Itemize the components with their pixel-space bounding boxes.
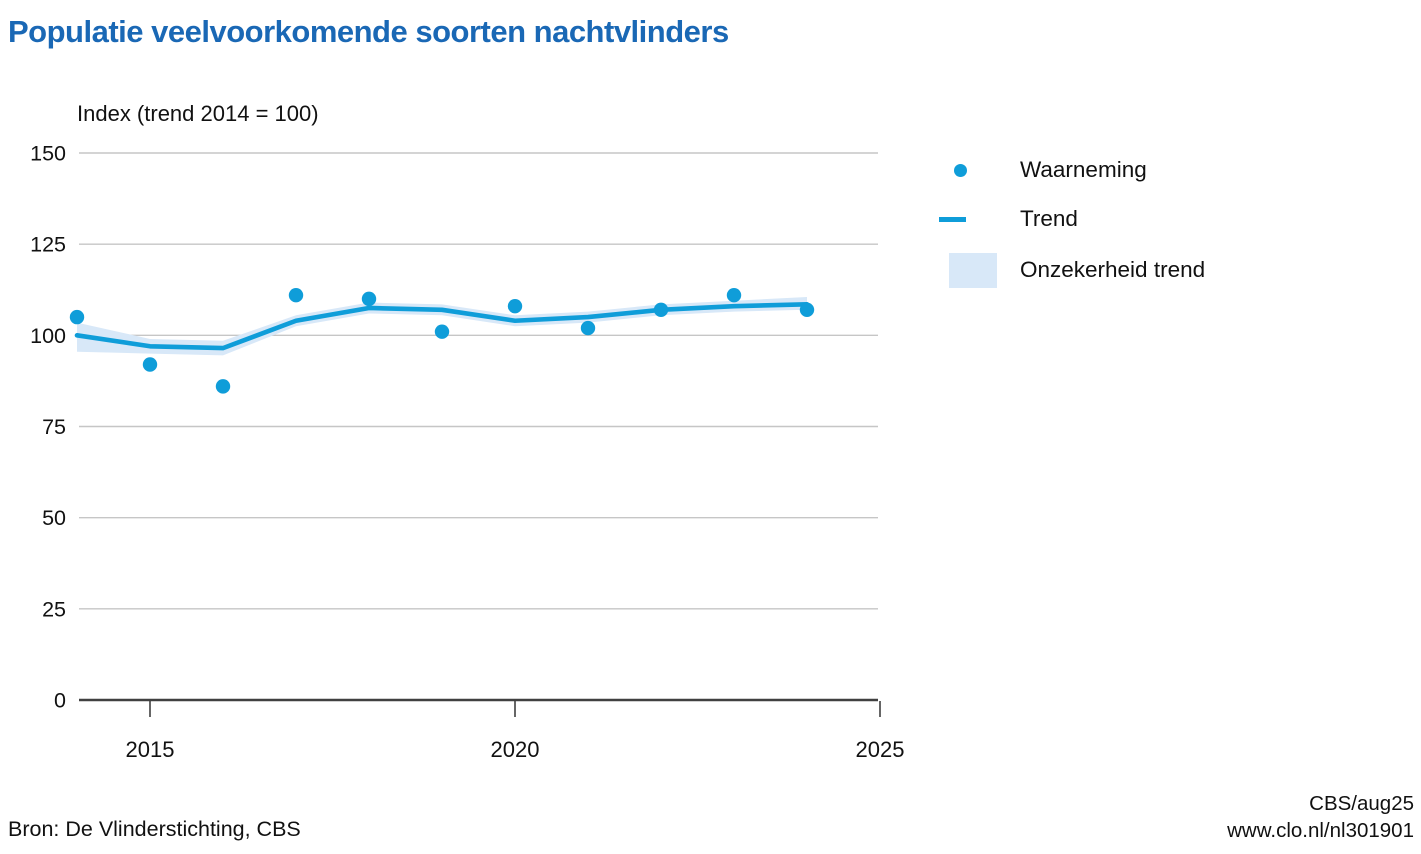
observation-dot	[653, 302, 669, 318]
observation-dot	[434, 324, 450, 339]
trend-line	[74, 302, 810, 351]
y-tick-label: 50	[42, 506, 66, 530]
observation-dot	[142, 357, 158, 372]
x-tick-label: 2025	[856, 737, 905, 762]
observation-dots	[69, 288, 815, 394]
x-axis-ticks	[149, 701, 881, 717]
credit-block: CBS/aug25 www.clo.nl/nl301901	[1227, 790, 1414, 844]
band-swatch-icon	[949, 252, 997, 288]
observation-dot	[726, 288, 742, 303]
legend-item-onzekerheid: Onzekerheid trend	[935, 250, 1205, 290]
legend-label-waarneming: Waarneming	[1020, 157, 1147, 182]
legend-label-trend: Trend	[1020, 206, 1078, 231]
plot-area: 0 25 50 75 100 125 150 2015 2020 2025	[30, 142, 905, 763]
y-tick-label: 125	[30, 233, 66, 257]
credit-note: CBS/aug25	[1309, 792, 1414, 815]
y-tick-label: 100	[30, 324, 66, 348]
observation-dot	[799, 302, 815, 318]
line-icon	[939, 216, 966, 222]
observation-dot	[580, 320, 596, 336]
credit-url: www.clo.nl/nl301901	[1227, 819, 1414, 842]
observation-dot	[69, 309, 85, 325]
x-tick-labels: 2015 2020 2025	[126, 737, 905, 762]
page-title: Populatie veelvoorkomende soorten nachtv…	[8, 14, 729, 49]
observation-dot	[361, 291, 377, 307]
y-axis-title: Index (trend 2014 = 100)	[77, 101, 319, 126]
y-tick-label: 25	[42, 597, 66, 621]
source-note: Bron: De Vlinderstichting, CBS	[8, 817, 301, 841]
y-tick-label: 0	[54, 689, 66, 713]
y-tick-label: 75	[42, 415, 66, 439]
legend-label-onzekerheid: Onzekerheid trend	[1020, 257, 1206, 282]
x-tick-label: 2020	[491, 737, 540, 762]
y-tick-label: 150	[30, 142, 66, 166]
observation-dot	[507, 298, 523, 314]
observation-dot	[215, 379, 231, 394]
x-tick-label: 2015	[126, 737, 175, 762]
legend-item-trend: Trend	[935, 199, 1078, 239]
observation-dot	[288, 288, 304, 303]
legend-item-waarneming: Waarneming	[935, 150, 1147, 190]
y-gridlines	[79, 152, 878, 610]
dot-icon	[954, 163, 967, 177]
y-tick-labels: 0 25 50 75 100 125 150	[30, 142, 66, 713]
